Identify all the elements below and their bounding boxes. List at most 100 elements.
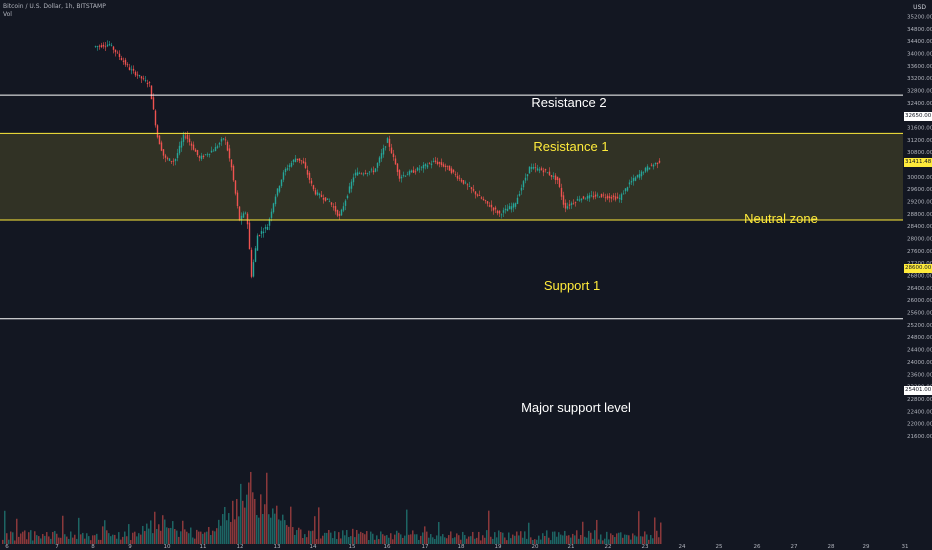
volume-bar	[560, 534, 562, 544]
volume-bar	[194, 538, 196, 544]
volume-bar	[556, 536, 558, 544]
volume-bar	[424, 526, 426, 544]
candle-body	[438, 162, 441, 164]
volume-bar	[440, 536, 442, 544]
candle-body	[484, 200, 487, 201]
candle-body	[548, 171, 551, 176]
volume-bar	[268, 514, 270, 544]
volume-bar	[470, 536, 472, 544]
candle-body	[504, 208, 507, 211]
price-tick-label: 30800.00	[907, 150, 932, 156]
volume-bar	[502, 532, 504, 544]
candle-body	[114, 49, 117, 53]
volume-bar	[272, 508, 274, 544]
volume-bar	[476, 537, 478, 544]
candle-body	[650, 164, 653, 166]
volume-bar	[572, 533, 574, 544]
candle-body	[506, 208, 509, 212]
volume-bar	[176, 530, 178, 544]
candle-body	[250, 249, 253, 277]
price-tick-label: 31600.00	[907, 126, 932, 132]
volume-bar	[84, 538, 86, 544]
candle-body	[258, 235, 261, 236]
candle-body	[290, 162, 293, 167]
candle-body	[640, 171, 643, 177]
candle-body	[428, 163, 431, 165]
volume-bar	[412, 530, 414, 544]
candle-body	[300, 160, 303, 162]
price-tick-label: 28800.00	[907, 212, 932, 218]
major-support-label: Major support level	[521, 400, 631, 415]
candle-body	[216, 146, 219, 148]
candle-body	[118, 53, 121, 57]
volume-bar	[490, 536, 492, 544]
volume-bar	[300, 529, 302, 544]
candle-body	[166, 157, 169, 159]
candle-body	[594, 194, 597, 197]
volume-bar	[630, 539, 632, 544]
candle-body	[176, 153, 179, 159]
volume-bar	[204, 532, 206, 544]
volume-bar	[614, 537, 616, 544]
candle-body	[212, 150, 215, 152]
volume-bar	[364, 534, 366, 544]
currency-label: USD	[913, 4, 926, 11]
candle-body	[222, 138, 225, 140]
candle-body	[396, 163, 399, 172]
volume-bar	[22, 531, 24, 544]
time-tick-label: 29	[863, 544, 870, 550]
volume-bar	[64, 534, 66, 544]
volume-bar	[598, 539, 600, 544]
volume-bar	[76, 538, 78, 544]
candle-body	[368, 171, 371, 173]
candle-body	[602, 194, 605, 196]
candle-body	[346, 195, 349, 199]
volume-bar	[642, 536, 644, 544]
candle-body	[420, 166, 423, 168]
volume-bar	[596, 519, 598, 544]
candle-body	[180, 141, 183, 148]
candle-body	[540, 168, 543, 171]
volume-bar	[360, 531, 362, 544]
volume-bar	[530, 537, 532, 544]
volume-bar	[54, 530, 56, 544]
volume-bar	[154, 511, 156, 544]
candle-body	[494, 207, 497, 210]
volume-bar	[104, 520, 106, 544]
volume-bar	[284, 520, 286, 544]
volume-bar	[138, 533, 140, 544]
volume-bar	[60, 537, 62, 544]
candle-body	[624, 188, 627, 192]
candle-body	[288, 165, 291, 167]
candle-body	[362, 173, 365, 175]
volume-bar	[640, 536, 642, 544]
volume-bar	[18, 536, 20, 544]
volume-bar	[414, 534, 416, 544]
candle-body	[568, 204, 571, 206]
volume-bar	[430, 534, 432, 544]
volume-bar	[328, 529, 330, 544]
candle-body	[270, 211, 273, 218]
volume-bar	[562, 535, 564, 544]
candle-body	[228, 148, 231, 159]
candle-body	[390, 147, 393, 154]
volume-bar	[290, 506, 292, 544]
candle-body	[136, 74, 139, 76]
volume-bar	[404, 535, 406, 544]
candle-body	[608, 196, 611, 199]
candle-body	[478, 195, 481, 196]
volume-bar	[428, 537, 430, 544]
candle-body	[162, 149, 165, 156]
volume-bar	[408, 534, 410, 544]
volume-bar	[422, 532, 424, 544]
volume-bar	[296, 530, 298, 544]
volume-bar	[190, 527, 192, 544]
candle-body	[348, 186, 351, 193]
candle-body	[384, 146, 387, 148]
volume-bar	[294, 534, 296, 544]
volume-bar	[494, 532, 496, 544]
volume-indicator-label: Vol	[3, 11, 12, 18]
volume-bar	[624, 534, 626, 544]
